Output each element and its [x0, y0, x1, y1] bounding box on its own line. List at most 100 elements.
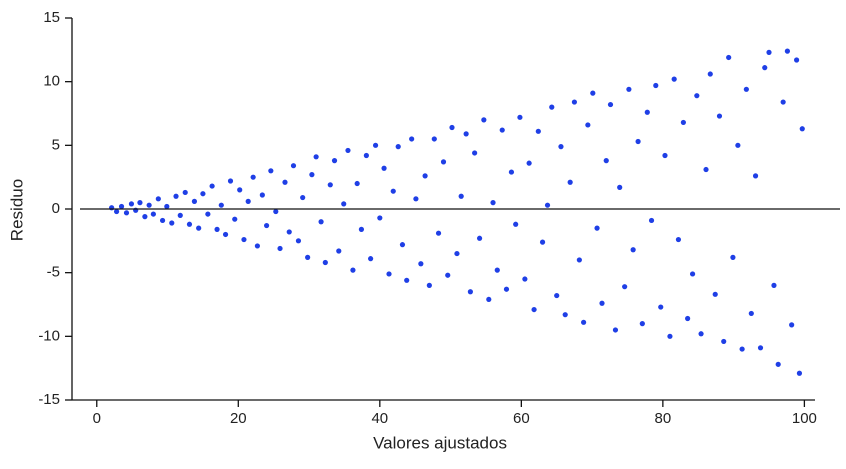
point	[232, 216, 238, 222]
point	[735, 142, 741, 148]
point	[209, 183, 215, 189]
point	[590, 90, 596, 96]
y-tick-label: -10	[38, 327, 60, 344]
point	[513, 221, 519, 227]
point	[222, 231, 229, 238]
point	[241, 236, 247, 243]
point	[794, 57, 800, 63]
point	[341, 201, 347, 207]
point	[499, 127, 505, 133]
point	[594, 225, 600, 231]
point	[476, 235, 483, 241]
point	[762, 65, 768, 71]
point	[789, 322, 795, 328]
point	[576, 257, 582, 263]
point	[481, 117, 487, 123]
point	[716, 113, 723, 119]
point	[358, 226, 365, 232]
y-tick-label: 10	[43, 73, 60, 90]
point	[372, 142, 379, 148]
point	[137, 200, 143, 206]
y-tick-label: -15	[38, 391, 60, 408]
point	[494, 267, 500, 273]
point	[390, 188, 396, 194]
point	[508, 169, 515, 175]
point	[603, 158, 609, 164]
point	[409, 136, 415, 142]
point	[186, 221, 193, 227]
point	[386, 271, 392, 277]
point	[377, 215, 383, 221]
point	[694, 93, 700, 99]
point	[128, 201, 135, 207]
point	[445, 272, 451, 278]
point	[658, 304, 664, 310]
point	[404, 277, 410, 283]
point	[290, 163, 297, 169]
point	[418, 261, 424, 267]
point	[766, 49, 772, 55]
point	[142, 214, 148, 220]
point	[454, 250, 460, 257]
point	[282, 179, 288, 185]
point	[743, 86, 749, 92]
point	[322, 259, 328, 266]
point	[196, 225, 202, 231]
point	[567, 179, 573, 185]
x-tick-label: 100	[792, 410, 817, 427]
point	[644, 109, 650, 115]
y-axis-label: Residuo	[7, 179, 26, 241]
point	[237, 187, 243, 193]
point	[327, 182, 333, 188]
point	[752, 173, 759, 179]
point	[309, 172, 315, 178]
point	[426, 282, 432, 288]
y-tick-label: 5	[52, 136, 60, 153]
point	[273, 208, 279, 215]
point	[118, 203, 125, 210]
point	[675, 236, 682, 243]
point	[796, 370, 803, 376]
point	[707, 71, 713, 77]
point	[155, 196, 161, 202]
point	[680, 119, 686, 126]
point	[531, 306, 537, 313]
point	[612, 327, 619, 333]
point	[431, 136, 437, 142]
point	[440, 159, 447, 165]
point	[368, 256, 374, 262]
point	[726, 54, 732, 61]
y-tick-label: 15	[43, 9, 60, 26]
point	[123, 210, 130, 216]
point	[254, 243, 260, 249]
point	[205, 211, 211, 217]
point	[771, 282, 777, 288]
point	[259, 192, 265, 198]
x-tick-label: 20	[230, 410, 247, 427]
point	[345, 147, 351, 154]
point	[671, 76, 677, 82]
point	[626, 86, 632, 92]
point	[730, 254, 736, 260]
y-tick-label: -5	[47, 264, 60, 281]
point	[685, 315, 691, 322]
point	[435, 230, 442, 236]
point	[630, 247, 636, 253]
point	[263, 222, 270, 229]
x-tick-label: 40	[371, 410, 388, 427]
point	[300, 194, 306, 201]
point	[286, 229, 292, 235]
point	[780, 99, 786, 105]
point	[295, 238, 302, 244]
point	[539, 239, 546, 245]
point	[150, 211, 156, 217]
point	[799, 126, 805, 132]
point	[413, 196, 419, 202]
point	[635, 138, 641, 145]
point	[277, 245, 283, 252]
point	[331, 158, 338, 164]
point	[503, 286, 510, 292]
point	[784, 48, 791, 54]
point	[775, 361, 781, 367]
